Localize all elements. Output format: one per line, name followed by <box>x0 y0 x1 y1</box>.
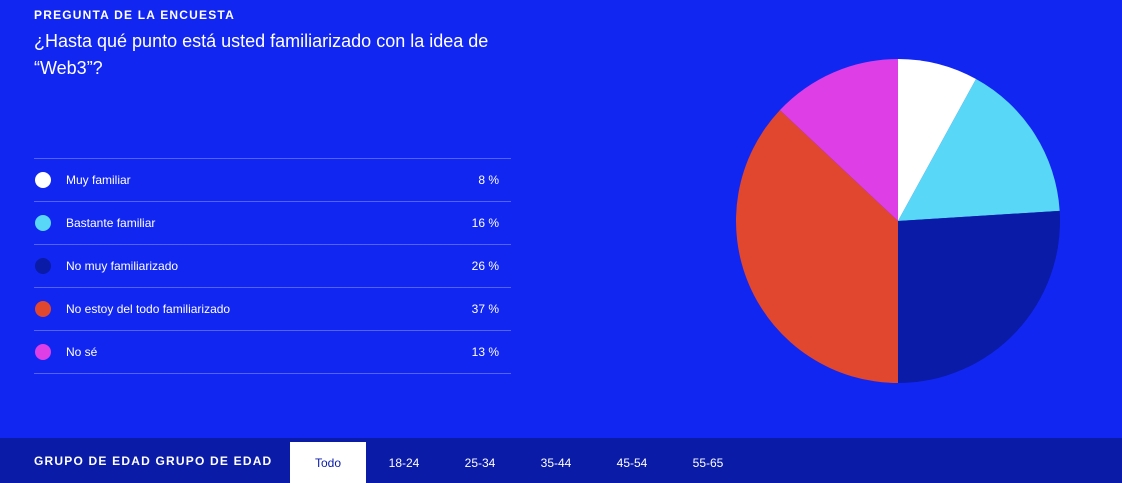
legend-label: No estoy del todo familiarizado <box>66 302 231 316</box>
legend-value: 26 % <box>471 259 499 273</box>
legend-label: Bastante familiar <box>66 216 156 230</box>
legend-item: Muy familiar 8 % <box>34 159 511 202</box>
legend-item: No sé 13 % <box>34 331 511 374</box>
age-group-filter-bar: GRUPO DE EDAD GRUPO DE EDAD Todo 18-24 2… <box>0 438 1122 483</box>
legend-swatch <box>35 344 51 360</box>
legend-value: 16 % <box>471 216 499 230</box>
pie-slice-4 <box>736 110 898 384</box>
tab-45-54[interactable]: 45-54 <box>616 455 648 470</box>
legend-value: 8 % <box>478 173 499 187</box>
legend-swatch <box>35 172 51 188</box>
age-group-label: GRUPO DE EDAD GRUPO DE EDAD <box>34 454 273 468</box>
legend-swatch <box>35 258 51 274</box>
tab-25-34[interactable]: 25-34 <box>464 455 496 470</box>
legend-label: No muy familiarizado <box>66 259 179 273</box>
legend-swatch <box>35 215 51 231</box>
legend-label: Muy familiar <box>66 173 131 187</box>
legend-item: No muy familiarizado 26 % <box>34 245 511 288</box>
chart-legend: Muy familiar 8 % Bastante familiar 16 % … <box>34 158 511 374</box>
tab-todo[interactable]: Todo <box>290 442 366 483</box>
legend-swatch <box>35 301 51 317</box>
pie-chart <box>735 58 1061 384</box>
survey-eyebrow: PREGUNTA DE LA ENCUESTA <box>34 8 235 22</box>
legend-value: 37 % <box>471 302 499 316</box>
legend-value: 13 % <box>471 345 499 359</box>
legend-item: Bastante familiar 16 % <box>34 202 511 245</box>
tab-18-24[interactable]: 18-24 <box>388 455 420 470</box>
pie-slice-5 <box>779 58 898 221</box>
pie-slice-3 <box>898 210 1060 383</box>
survey-question: ¿Hasta qué punto está usted familiarizad… <box>34 31 489 78</box>
legend-item: No estoy del todo familiarizado 37 % <box>34 288 511 331</box>
pie-slice-2 <box>898 79 1060 221</box>
pie-slice-1 <box>898 59 977 221</box>
tab-35-44[interactable]: 35-44 <box>540 455 572 470</box>
tab-55-65[interactable]: 55-65 <box>692 455 724 470</box>
pie-chart-svg <box>736 58 1060 384</box>
legend-label: No sé <box>66 345 98 359</box>
